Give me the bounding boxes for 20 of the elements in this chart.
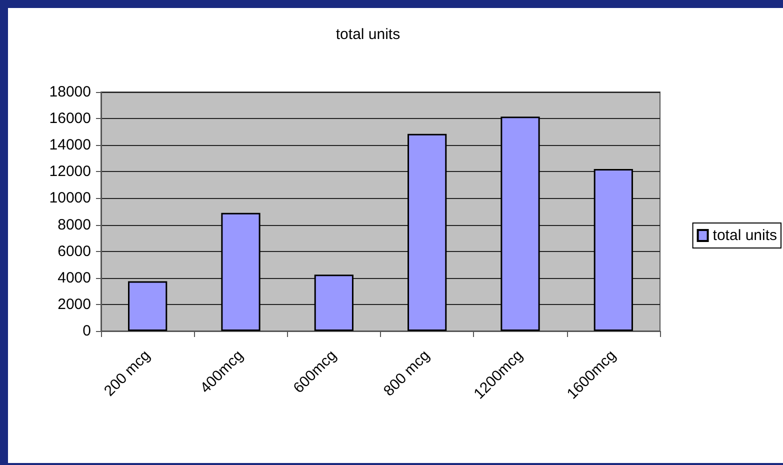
bar	[594, 169, 633, 331]
y-tick-label: 2000	[58, 296, 91, 313]
bar	[500, 116, 540, 331]
y-tick-label: 6000	[58, 242, 91, 260]
y-tick-label: 16000	[49, 110, 91, 128]
y-tick-label: 8000	[58, 216, 91, 234]
y-tick-label: 4000	[58, 269, 91, 286]
y-tick-label: 0	[82, 322, 91, 340]
y-tick-label: 18000	[49, 84, 91, 100]
x-tick-label: 200 mcg	[100, 346, 154, 400]
y-tick-label: 12000	[49, 163, 91, 180]
bar	[221, 212, 260, 331]
chart-title: total units	[336, 26, 400, 43]
bar	[128, 281, 168, 331]
y-tick-label: 14000	[49, 136, 91, 154]
legend-label: total units	[712, 227, 778, 244]
y-tick-label: 10000	[49, 190, 91, 207]
bar	[408, 134, 447, 331]
x-tick-label: 800 mcg	[380, 346, 434, 400]
bar	[314, 274, 354, 331]
